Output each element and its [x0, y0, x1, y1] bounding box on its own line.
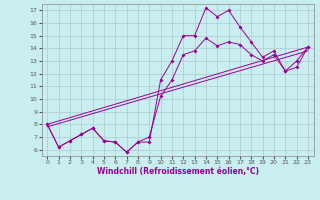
- X-axis label: Windchill (Refroidissement éolien,°C): Windchill (Refroidissement éolien,°C): [97, 167, 259, 176]
